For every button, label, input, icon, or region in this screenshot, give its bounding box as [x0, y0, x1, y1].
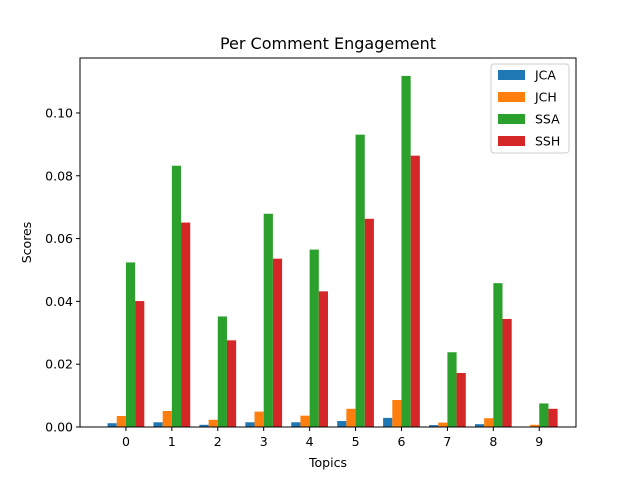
bar-jch-9	[530, 424, 540, 427]
bar-ssa-0	[125, 262, 136, 427]
bar-ssa-3	[263, 213, 273, 427]
bar-ssa-5	[355, 134, 365, 427]
x-axis: 0 1 2 3 4 5 6 7 8 9	[122, 427, 543, 449]
bar-ssh-9	[548, 408, 558, 427]
bar-jca-6	[383, 417, 393, 427]
bar-jca-8	[474, 424, 485, 427]
x-tick-label: 3	[260, 434, 268, 449]
bar-ssa-9	[539, 403, 549, 427]
legend: JCA JCH SSA SSH	[490, 63, 570, 154]
bar-ssa-4	[309, 249, 319, 427]
x-tick-label: 5	[352, 434, 360, 449]
x-tick-label: 1	[168, 434, 176, 449]
y-tick-label: 0.10	[45, 105, 73, 120]
legend-swatch-jch	[498, 92, 525, 102]
bar-ssh-4	[318, 291, 328, 427]
x-tick-label: 6	[398, 434, 406, 449]
bar-jch-0	[116, 416, 126, 427]
x-tick-label: 2	[214, 434, 222, 449]
legend-label-jch: JCH	[534, 90, 557, 105]
bar-jca-2	[199, 424, 209, 427]
x-axis-label: Topics	[308, 455, 347, 470]
bar-jca-1	[153, 422, 163, 427]
bar-ssh-3	[272, 258, 283, 427]
bar-ssa-6	[401, 75, 411, 428]
bar-jch-5	[346, 408, 356, 427]
bar-ssh-1	[181, 222, 191, 427]
bar-jch-1	[162, 410, 172, 427]
plot-area	[107, 75, 558, 428]
y-axis-label: Scores	[19, 222, 34, 264]
x-tick-label: 9	[535, 434, 543, 449]
legend-label-ssh: SSH	[535, 134, 560, 149]
bar-jch-2	[208, 419, 218, 427]
bar-jch-4	[300, 415, 310, 427]
bar-ssh-8	[502, 318, 512, 427]
legend-label-ssa: SSA	[535, 112, 560, 127]
bar-ssa-1	[171, 165, 182, 427]
x-tick-label: 8	[489, 434, 497, 449]
bar-ssh-2	[226, 340, 237, 427]
bar-jch-7	[438, 422, 448, 427]
bar-ssa-2	[217, 316, 227, 427]
bar-ssh-5	[364, 218, 374, 427]
chart-title: Per Comment Engagement	[220, 34, 436, 53]
bar-jch-3	[254, 411, 264, 427]
bar-jca-5	[337, 421, 347, 427]
bar-jca-0	[107, 423, 117, 427]
bar-jch-8	[484, 418, 494, 427]
legend-box	[490, 63, 570, 154]
bar-ssa-7	[447, 352, 457, 427]
bar-ssh-0	[135, 301, 145, 427]
bar-jca-7	[429, 425, 439, 427]
bar-ssa-8	[493, 283, 503, 427]
bar-jca-3	[245, 422, 255, 427]
bar-ssh-6	[410, 155, 420, 427]
x-tick-label: 0	[122, 434, 130, 449]
bar-jch-6	[392, 399, 402, 427]
legend-swatch-ssh	[498, 136, 525, 146]
bar-ssh-7	[456, 372, 466, 427]
y-tick-label: 0.02	[45, 357, 73, 372]
legend-label-jca: JCA	[534, 68, 556, 83]
legend-swatch-jca	[498, 70, 525, 80]
y-axis: 0.00 0.02 0.04 0.06 0.08 0.10	[45, 105, 80, 435]
x-tick-label: 7	[443, 434, 451, 449]
axes-frame	[79, 57, 577, 428]
y-tick-label: 0.04	[45, 294, 73, 309]
y-tick-label: 0.06	[45, 231, 73, 246]
y-tick-label: 0.08	[45, 168, 73, 183]
legend-swatch-ssa	[498, 114, 525, 124]
y-tick-label: 0.00	[45, 420, 73, 435]
x-tick-label: 4	[306, 434, 314, 449]
bar-jca-4	[291, 422, 301, 427]
